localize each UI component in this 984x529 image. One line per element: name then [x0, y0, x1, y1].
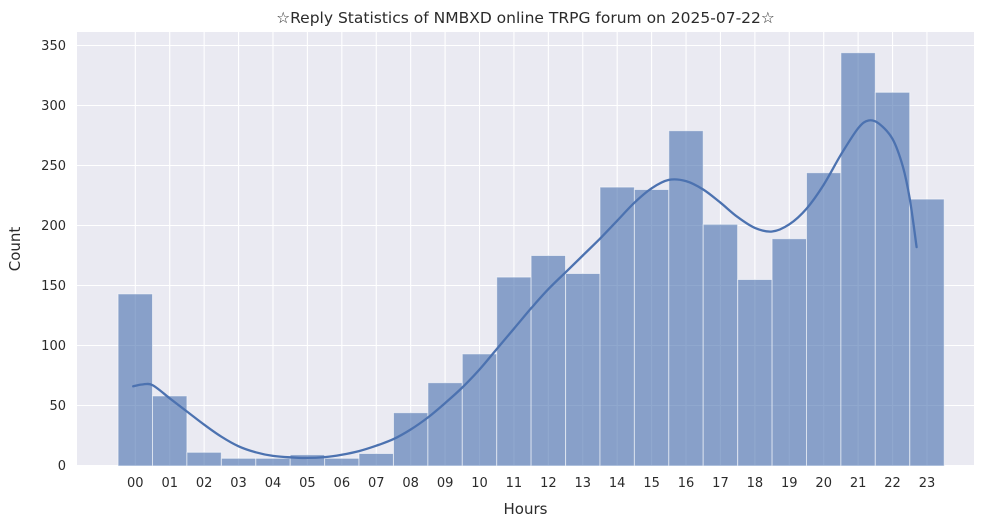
histogram-bar	[530, 255, 566, 467]
histogram-bar	[324, 457, 360, 467]
x-tick-label: 22	[884, 476, 901, 491]
histogram-bar	[117, 293, 153, 467]
y-tick-label: 350	[41, 39, 66, 54]
histogram-bar	[220, 457, 257, 467]
y-tick-label: 150	[41, 279, 66, 294]
x-tick-label: 01	[161, 476, 178, 491]
histogram-bar	[737, 279, 773, 467]
histogram-bar	[840, 52, 876, 467]
x-tick-label: 13	[574, 476, 591, 491]
kde-curve	[132, 119, 918, 460]
histogram-bar	[633, 189, 670, 467]
histogram-bar	[186, 451, 222, 467]
x-tick-label: 12	[540, 476, 557, 491]
x-tick-label: 19	[781, 476, 798, 491]
x-tick-label: 05	[299, 476, 316, 491]
x-tick-label: 08	[402, 476, 419, 491]
x-tick-label: 10	[471, 476, 488, 491]
histogram-bar	[255, 457, 291, 467]
chart-title: ☆Reply Statistics of NMBXD online TRPG f…	[276, 9, 775, 27]
y-tick-label: 250	[41, 159, 66, 174]
histogram-bar	[461, 353, 498, 467]
y-axis-label: Count	[6, 227, 24, 272]
x-tick-label: 07	[368, 476, 385, 491]
x-tick-label: 23	[919, 476, 936, 491]
x-tick-label: 14	[609, 476, 626, 491]
y-tick-label: 300	[41, 99, 66, 114]
histogram-bar	[565, 273, 601, 467]
x-tick-label: 04	[265, 476, 282, 491]
x-tick-label: 06	[334, 476, 351, 491]
x-tick-label: 20	[815, 476, 832, 491]
x-tick-label: 03	[230, 476, 247, 491]
x-tick-label: 16	[678, 476, 695, 491]
histogram-bar	[702, 223, 739, 467]
y-tick-label: 100	[41, 339, 66, 354]
histogram-bar	[496, 276, 532, 467]
x-tick-label: 00	[127, 476, 144, 491]
histogram-bar	[427, 382, 463, 467]
histogram-bar	[771, 238, 807, 467]
histogram-bar	[806, 172, 842, 467]
histogram-bar	[599, 186, 635, 467]
y-tick-label: 200	[41, 219, 66, 234]
histogram-bar	[358, 453, 394, 467]
y-tick-label: 0	[58, 459, 66, 474]
y-tick-label: 50	[49, 399, 66, 414]
x-tick-label: 15	[643, 476, 660, 491]
x-axis-label: Hours	[504, 500, 548, 518]
x-tick-label: 21	[850, 476, 867, 491]
x-tick-label: 09	[437, 476, 454, 491]
x-tick-label: 18	[747, 476, 764, 491]
histogram-bar	[874, 91, 911, 467]
x-tick-label: 17	[712, 476, 729, 491]
x-tick-label: 11	[506, 476, 523, 491]
x-tick-label: 02	[196, 476, 213, 491]
